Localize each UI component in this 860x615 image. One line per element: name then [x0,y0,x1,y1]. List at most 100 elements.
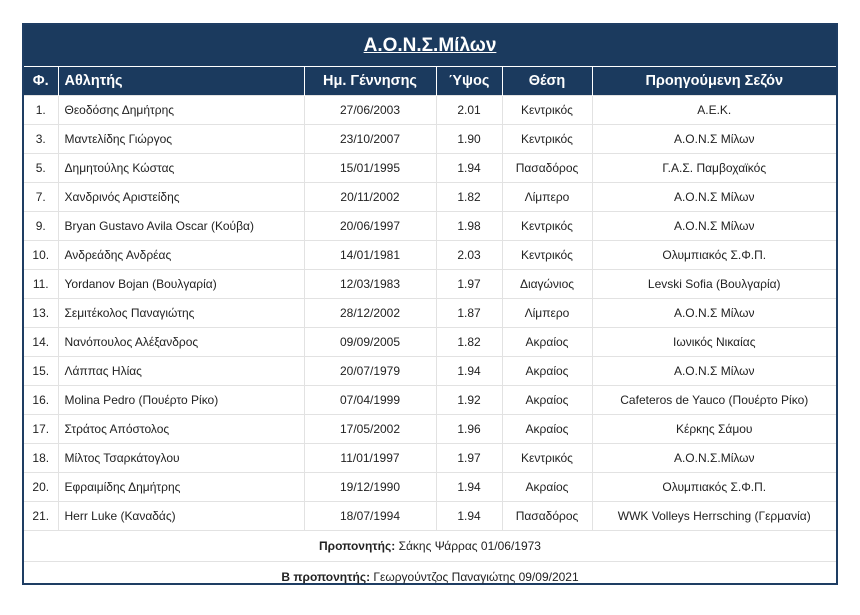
cell-birthdate: 15/01/1995 [303,153,436,183]
table-row: 13. Σεμιτέκολος Παναγιώτης 28/12/2002 1.87 Λ… [24,298,836,328]
cell-position: Λίμπερο [501,182,592,212]
assistant-coach-value: Γεωργούντζος Παναγιώτης 09/09/2021 [373,570,579,584]
header-birthdate: Ημ. Γέννησης [303,66,436,96]
header-position: Θέση [501,66,592,96]
cell-athlete: Yordanov Bojan (Βουλγαρία) [57,269,304,299]
cell-height: 1.94 [435,501,502,531]
cell-birthdate: 20/11/2002 [303,182,436,212]
cell-position: Κεντρικός [501,95,592,125]
cell-previous-season: Ιωνικός Νικαίας [591,327,836,357]
cell-height: 1.92 [435,385,502,415]
cell-number: 16. [24,385,58,415]
table-row: 18. Μίλτος Τσαρκάτογλου 11/01/1997 1.97 Κεντ… [24,443,836,473]
cell-position: Πασαδόρος [501,153,592,183]
cell-position: Κεντρικός [501,124,592,154]
cell-position: Λίμπερο [501,298,592,328]
cell-previous-season: Α.Ο.Ν.Σ Μίλων [591,211,836,241]
cell-athlete: Στράτος Απόστολος [57,414,304,444]
roster-panel: Α.Ο.Ν.Σ.Μίλων Φ. Αθλητής Ημ. Γέννησης Ύψ… [22,23,838,592]
cell-position: Ακραίος [501,356,592,386]
header-number: Φ. [24,66,58,96]
team-title-link[interactable]: Α.Ο.Ν.Σ.Μίλων [363,34,497,56]
cell-birthdate: 19/12/1990 [303,472,436,502]
cell-number: 9. [24,211,58,241]
cell-position: Κεντρικός [501,211,592,241]
cell-height: 1.98 [435,211,502,241]
cell-position: Πασαδόρος [501,501,592,531]
cell-athlete: Σεμιτέκολος Παναγιώτης [57,298,304,328]
table-row: 3. Μαντελίδης Γιώργος 23/10/2007 1.90 Κεντρι… [24,124,836,154]
cell-birthdate: 09/09/2005 [303,327,436,357]
cell-birthdate: 12/03/1983 [303,269,436,299]
cell-birthdate: 20/06/1997 [303,211,436,241]
cell-height: 1.82 [435,327,502,357]
cell-number: 10. [24,240,58,270]
cell-athlete: Νανόπουλος Αλέξανδρος [57,327,304,357]
table-row: 17. Στράτος Απόστολος 17/05/2002 1.96 Ακραίο… [24,414,836,444]
coach-label: Προπονητής: [319,539,396,553]
cell-number: 11. [24,269,58,299]
coach-row: Προπονητής: Σάκης Ψάρρας 01/06/1973 [24,530,836,562]
cell-birthdate: 20/07/1979 [303,356,436,386]
cell-number: 5. [24,153,58,183]
cell-birthdate: 28/12/2002 [303,298,436,328]
cell-height: 1.87 [435,298,502,328]
cell-number: 21. [24,501,58,531]
cell-birthdate: 14/01/1981 [303,240,436,270]
cell-birthdate: 18/07/1994 [303,501,436,531]
cell-height: 1.96 [435,414,502,444]
cell-previous-season: Cafeteros de Yauco (Πουέρτο Ρίκο) [591,385,836,415]
cell-position: Ακραίος [501,472,592,502]
cell-previous-season: Α.Ο.Ν.Σ Μίλων [591,182,836,212]
cell-number: 18. [24,443,58,473]
cell-athlete: Θεοδόσης Δημήτρης [57,95,304,125]
cell-position: Ακραίος [501,414,592,444]
cell-athlete: Εφραιμίδης Δημήτρης [57,472,304,502]
cell-previous-season: Ολυμπιακός Σ.Φ.Π. [591,472,836,502]
cell-height: 1.97 [435,443,502,473]
cell-previous-season: WWK Volleys Herrsching (Γερμανία) [591,501,836,531]
table-row: 11. Yordanov Bojan (Βουλγαρία) 12/03/1983 1… [24,269,836,299]
cell-birthdate: 23/10/2007 [303,124,436,154]
cell-athlete: Bryan Gustavo Avila Oscar (Κούβα) [57,211,304,241]
cell-previous-season: Ολυμπιακός Σ.Φ.Π. [591,240,836,270]
title-row: Α.Ο.Ν.Σ.Μίλων [24,25,836,67]
table-row: 16. Molina Pedro (Πουέρτο Ρίκο) 07/04/1999… [24,385,836,415]
table-row: 14. Νανόπουλος Αλέξανδρος 09/09/2005 1.82 Ακ… [24,327,836,357]
header-previous-season: Προηγούμενη Σεζόν [591,66,836,96]
cell-birthdate: 17/05/2002 [303,414,436,444]
cell-number: 14. [24,327,58,357]
cell-previous-season: Levski Sofia (Βουλγαρία) [591,269,836,299]
cell-number: 17. [24,414,58,444]
cell-height: 1.97 [435,269,502,299]
roster-table: Α.Ο.Ν.Σ.Μίλων Φ. Αθλητής Ημ. Γέννησης Ύψ… [24,25,836,592]
cell-athlete: Ανδρεάδης Ανδρέας [57,240,304,270]
table-row: 7. Χανδρινός Αριστείδης 20/11/2002 1.82 Λίμπ… [24,182,836,212]
table-row: 9. Bryan Gustavo Avila Oscar (Κούβα) 20/06… [24,211,836,241]
table-row: 15. Λάππας Ηλίας 20/07/1979 1.94 Ακραίος Α.Ο.… [24,356,836,386]
cell-height: 1.94 [435,472,502,502]
column-header-row: Φ. Αθλητής Ημ. Γέννησης Ύψος Θέση Προηγο… [24,66,836,96]
cell-number: 20. [24,472,58,502]
roster-body: 1. Θεοδόσης Δημήτρης 27/06/2003 2.01 Κεντρικ… [24,95,836,531]
cell-previous-season: Γ.Α.Σ. Παμβοχαϊκός [591,153,836,183]
cell-athlete: Μίλτος Τσαρκάτογλου [57,443,304,473]
cell-athlete: Δημητούλης Κώστας [57,153,304,183]
table-row: 20. Εφραιμίδης Δημήτρης 19/12/1990 1.94 Ακρα… [24,472,836,502]
cell-previous-season: Α.Ο.Ν.Σ Μίλων [591,124,836,154]
cell-position: Ακραίος [501,327,592,357]
cell-height: 1.94 [435,153,502,183]
cell-position: Κεντρικός [501,443,592,473]
cell-height: 2.03 [435,240,502,270]
cell-previous-season: Α.Ο.Ν.Σ Μίλων [591,298,836,328]
table-row: 21. Herr Luke (Καναδάς) 18/07/1994 1.94 Πασα… [24,501,836,531]
cell-height: 2.01 [435,95,502,125]
cell-athlete: Χανδρινός Αριστείδης [57,182,304,212]
cell-number: 15. [24,356,58,386]
assistant-coach-label: Β προπονητής: [281,570,371,584]
cell-previous-season: Κέρκης Σάμου [591,414,836,444]
assistant-coach-row: Β προπονητής: Γεωργούντζος Παναγιώτης 09… [24,561,836,592]
cell-previous-season: Α.Ε.Κ. [591,95,836,125]
cell-height: 1.82 [435,182,502,212]
cell-number: 1. [24,95,58,125]
